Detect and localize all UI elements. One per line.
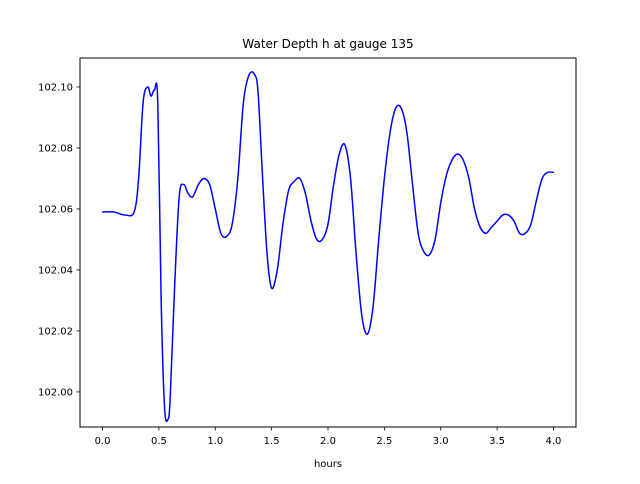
series-line-0	[101, 71, 555, 423]
x-tick-label: 3.5	[489, 436, 505, 447]
x-tick-label: 0.0	[95, 436, 111, 447]
y-tick-label: 102.02	[38, 326, 73, 337]
x-axis-ticks: 0.0 0.5 1.0 1.5 2.0 2.5 3.0 3.5 4.0	[95, 427, 562, 447]
x-tick-label: 1.0	[207, 436, 223, 447]
chart-title: Water Depth h at gauge 135	[242, 37, 413, 51]
y-tick-label: 102.06	[38, 204, 73, 215]
y-axis-ticks: 102.00 102.02 102.04 102.06 102.08 102.10	[38, 82, 80, 398]
x-tick-label: 3.0	[433, 436, 449, 447]
x-tick-label: 1.5	[264, 436, 280, 447]
x-tick-label: 0.5	[151, 436, 167, 447]
plot-area	[80, 58, 576, 427]
x-axis-label: hours	[314, 459, 342, 470]
y-tick-label: 102.10	[38, 82, 73, 93]
x-tick-label: 4.0	[546, 436, 562, 447]
series-layer	[101, 71, 555, 423]
plot-frame	[79, 57, 577, 428]
y-tick-label: 102.00	[38, 387, 73, 398]
y-tick-label: 102.08	[38, 143, 73, 154]
x-tick-label: 2.5	[376, 436, 392, 447]
x-tick-label: 2.0	[320, 436, 336, 447]
y-tick-label: 102.04	[38, 265, 73, 276]
